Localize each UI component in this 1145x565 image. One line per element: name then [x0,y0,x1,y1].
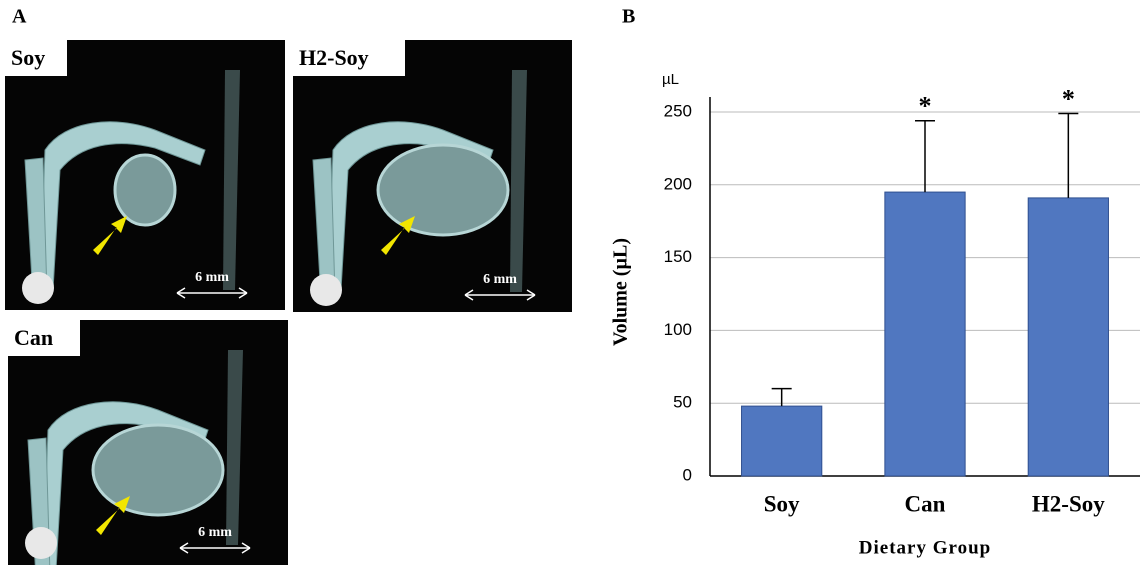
y-axis-label: Volume (µL) [610,238,632,346]
skull [22,272,54,304]
bar [885,192,965,476]
figure: A B µL Volume (µL) Dietary Group Soy 6 mm… [0,0,1145,565]
tumor [93,425,223,515]
tumor [378,145,508,235]
panel-label: A [12,6,27,28]
y-tick-label: 100 [664,320,692,339]
bar [742,406,822,476]
x-tick-label: Soy [764,491,800,516]
skull [25,527,57,559]
x-axis-label: Dietary Group [859,537,991,558]
scale-label: 6 mm [198,525,232,540]
significance-mark: * [1062,84,1075,113]
panel-label: B [622,6,635,28]
ct-image: H2-Soy 6 mm [293,40,572,312]
y-tick-label: 250 [664,101,692,120]
scale-label: 6 mm [195,270,229,285]
ct-image: Can 6 mm [8,320,288,565]
image-label: Soy [11,45,45,70]
x-tick-label: H2-Soy [1032,491,1105,516]
skull [310,274,342,306]
significance-mark: * [919,92,932,121]
tumor [115,155,175,225]
bar [1028,198,1108,476]
error-bar [915,121,935,192]
image-label: Can [14,325,53,350]
y-tick-label: 200 [664,174,692,193]
y-tick-label: 150 [664,247,692,266]
y-tick-label: 50 [673,393,692,412]
scale-label: 6 mm [483,272,517,287]
unit-label: µL [662,71,679,88]
y-tick-label: 0 [683,465,692,484]
x-tick-label: Can [905,491,946,516]
ct-image: Soy 6 mm [5,40,285,310]
image-label: H2-Soy [299,45,369,70]
page: A B µL Volume (µL) Dietary Group Soy 6 mm… [0,0,1145,565]
